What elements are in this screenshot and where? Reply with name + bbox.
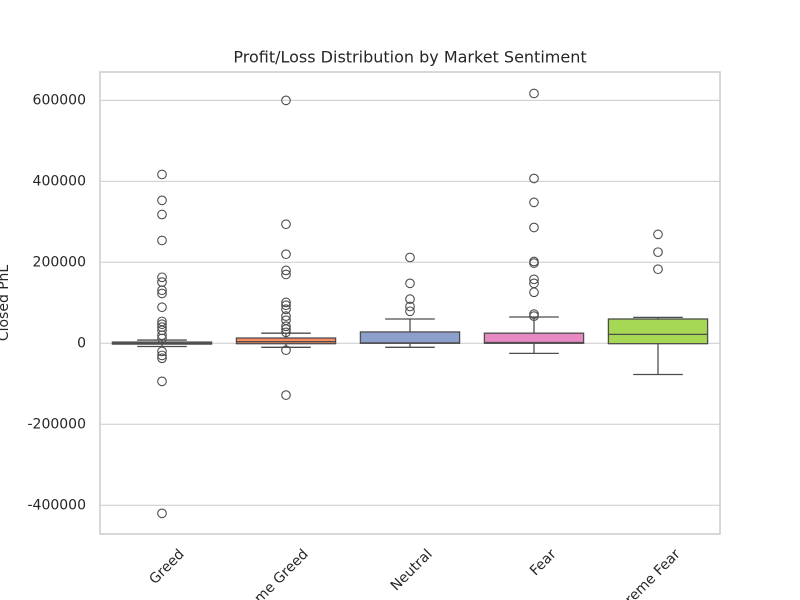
flier — [281, 269, 291, 280]
flier — [281, 324, 291, 334]
flier — [529, 88, 539, 99]
flier — [157, 346, 167, 357]
flier — [157, 272, 167, 283]
box — [483, 332, 585, 344]
flier — [281, 311, 291, 322]
flier — [157, 195, 167, 206]
flier — [281, 345, 291, 356]
flier — [529, 287, 539, 298]
y-tick-label: 0 — [77, 335, 86, 351]
flier — [281, 390, 291, 400]
chart-title: Profit/Loss Distribution by Market Senti… — [233, 48, 586, 67]
flier — [405, 294, 415, 305]
y-tick-label: 600000 — [33, 92, 86, 108]
flier — [653, 264, 663, 275]
flier — [157, 376, 167, 387]
flier — [529, 222, 539, 233]
flier — [157, 319, 167, 330]
flier — [281, 249, 291, 260]
flier — [157, 277, 167, 287]
box — [607, 318, 709, 345]
flier — [157, 333, 167, 344]
flier — [529, 173, 539, 184]
flier — [281, 297, 291, 308]
flier — [529, 258, 539, 268]
y-tick-label: 400000 — [33, 173, 86, 189]
flier — [405, 301, 415, 312]
flier — [157, 350, 167, 361]
flier — [157, 169, 167, 180]
flier — [405, 306, 415, 317]
flier — [653, 247, 663, 258]
flier — [157, 285, 167, 296]
flier — [405, 278, 415, 289]
y-tick-label: 200000 — [33, 254, 86, 270]
flier — [281, 321, 291, 332]
flier — [281, 304, 291, 315]
y-tick-label: -200000 — [28, 416, 87, 432]
flier — [157, 508, 167, 519]
flier — [405, 252, 415, 263]
flier — [281, 327, 291, 338]
flier — [157, 330, 167, 341]
flier — [529, 311, 539, 322]
flier — [653, 229, 663, 240]
y-tick-label: -400000 — [28, 497, 87, 513]
x-tick-label: Extreme Fear — [606, 546, 684, 600]
flier — [281, 95, 291, 106]
flier — [529, 197, 539, 208]
flier — [157, 288, 167, 299]
flier — [529, 274, 539, 285]
flier — [157, 302, 167, 313]
box — [235, 337, 337, 345]
x-tick-label: Extreme Greed — [226, 546, 312, 600]
x-tick-label: Neutral — [388, 546, 436, 594]
flier — [157, 353, 167, 364]
flier — [157, 209, 167, 220]
box — [359, 331, 461, 344]
flier — [281, 219, 291, 230]
flier — [281, 300, 291, 311]
y-axis-label: Closed PnL — [0, 265, 12, 342]
plot-frame — [99, 71, 721, 535]
flier — [281, 265, 291, 276]
flier — [157, 235, 167, 246]
x-tick-label: Greed — [146, 546, 187, 587]
x-tick-label: Fear — [527, 546, 560, 579]
